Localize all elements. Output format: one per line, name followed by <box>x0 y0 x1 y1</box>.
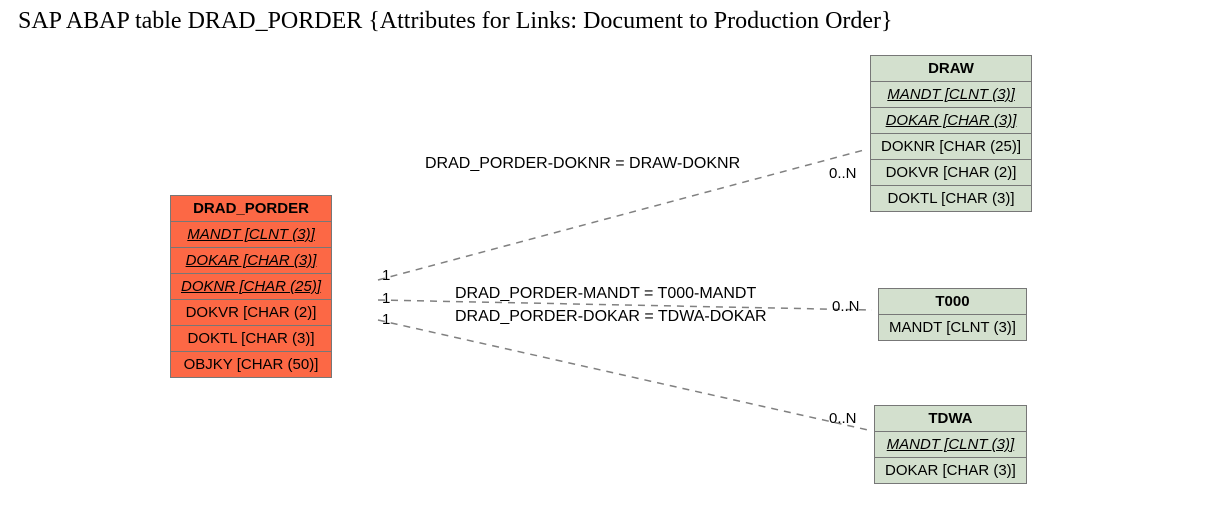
cardinality-right: 0..N <box>829 410 857 427</box>
cardinality-left: 1 <box>382 290 390 307</box>
edge-label: DRAD_PORDER-DOKAR = TDWA-DOKAR <box>455 308 767 326</box>
cardinality-right: 0..N <box>829 165 857 182</box>
field: MANDT [CLNT (3)] <box>171 222 332 248</box>
table-t000: T000 MANDT [CLNT (3)] <box>878 288 1027 341</box>
edge-line <box>378 320 868 430</box>
table-header: DRAW <box>871 56 1032 82</box>
cardinality-left: 1 <box>382 311 390 328</box>
field: MANDT [CLNT (3)] <box>875 432 1027 458</box>
table-draw: DRAW MANDT [CLNT (3)] DOKAR [CHAR (3)] D… <box>870 55 1032 212</box>
table-tdwa: TDWA MANDT [CLNT (3)] DOKAR [CHAR (3)] <box>874 405 1027 484</box>
field: OBJKY [CHAR (50)] <box>171 352 332 378</box>
page-title: SAP ABAP table DRAD_PORDER {Attributes f… <box>18 8 893 35</box>
cardinality-right: 0..N <box>832 298 860 315</box>
table-drad-porder: DRAD_PORDER MANDT [CLNT (3)] DOKAR [CHAR… <box>170 195 332 378</box>
field: DOKTL [CHAR (3)] <box>171 326 332 352</box>
field: DOKNR [CHAR (25)] <box>871 134 1032 160</box>
field: DOKAR [CHAR (3)] <box>871 108 1032 134</box>
field: DOKAR [CHAR (3)] <box>875 458 1027 484</box>
edge-label: DRAD_PORDER-MANDT = T000-MANDT <box>455 285 756 303</box>
cardinality-left: 1 <box>382 267 390 284</box>
field: DOKVR [CHAR (2)] <box>171 300 332 326</box>
field: DOKVR [CHAR (2)] <box>871 160 1032 186</box>
field: MANDT [CLNT (3)] <box>879 315 1027 341</box>
field: DOKTL [CHAR (3)] <box>871 186 1032 212</box>
edge-label: DRAD_PORDER-DOKNR = DRAW-DOKNR <box>425 155 740 173</box>
field: DOKAR [CHAR (3)] <box>171 248 332 274</box>
field: MANDT [CLNT (3)] <box>871 82 1032 108</box>
table-header: T000 <box>879 289 1027 315</box>
table-header: TDWA <box>875 406 1027 432</box>
table-header: DRAD_PORDER <box>171 196 332 222</box>
field: DOKNR [CHAR (25)] <box>171 274 332 300</box>
